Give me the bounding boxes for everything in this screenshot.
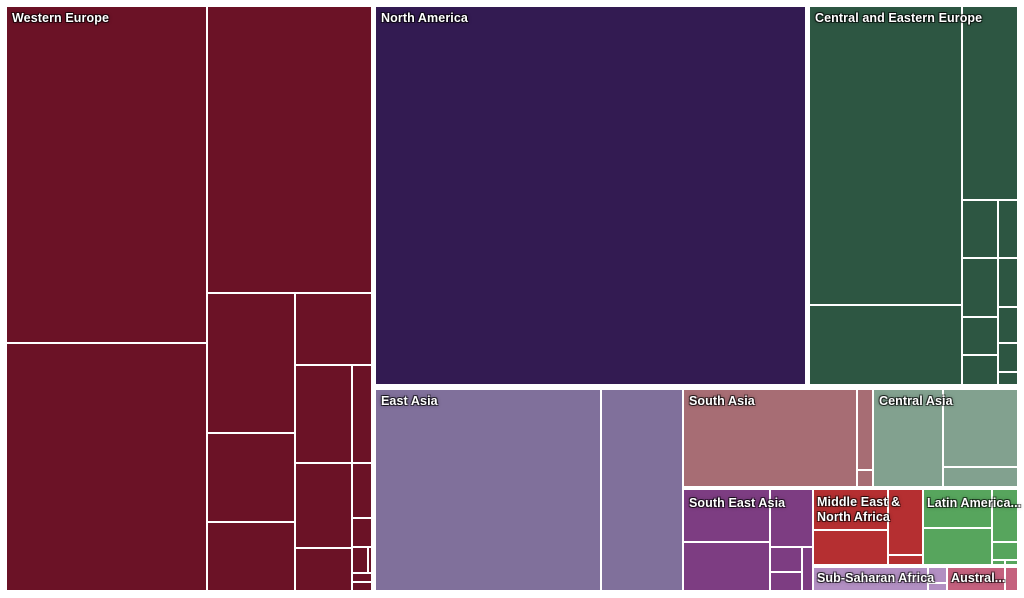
treemap-cell-western-europe-2[interactable]	[208, 7, 371, 292]
treemap-cell-western-europe-7[interactable]	[296, 366, 351, 462]
treemap-cell-central-and-eastern-europe-0[interactable]	[810, 7, 961, 304]
treemap-cell-middle-east-north-africa-1[interactable]	[814, 531, 887, 564]
treemap-cell-central-and-eastern-europe-2[interactable]	[963, 7, 1017, 199]
treemap-cell-western-europe-3[interactable]	[208, 294, 294, 432]
treemap-cell-sub-saharan-africa-2[interactable]	[929, 584, 946, 590]
treemap-cell-latin-america-0[interactable]	[924, 490, 991, 527]
treemap-cell-western-europe-16[interactable]	[353, 583, 371, 590]
treemap-cell-sub-saharan-africa-0[interactable]	[814, 568, 927, 590]
treemap-cell-east-asia-1[interactable]	[602, 390, 682, 590]
treemap-cell-south-east-asia-2[interactable]	[771, 490, 812, 546]
treemap-cell-central-and-eastern-europe-9[interactable]	[963, 356, 997, 384]
treemap-cell-western-europe-10[interactable]	[353, 366, 371, 462]
treemap-cell-east-asia-0[interactable]	[376, 390, 600, 590]
treemap-cell-austral-0[interactable]	[948, 568, 1004, 590]
treemap-cell-western-europe-4[interactable]	[208, 434, 294, 521]
treemap-cell-western-europe-6[interactable]	[296, 294, 371, 364]
treemap-cell-western-europe-12[interactable]	[353, 519, 371, 546]
treemap-cell-central-asia-0[interactable]	[874, 390, 942, 486]
treemap-cell-central-and-eastern-europe-1[interactable]	[810, 306, 961, 384]
treemap-cell-western-europe-13[interactable]	[353, 548, 367, 572]
treemap-cell-central-and-eastern-europe-5[interactable]	[963, 259, 997, 316]
treemap-cell-western-europe-5[interactable]	[208, 523, 294, 590]
treemap-cell-central-and-eastern-europe-4[interactable]	[999, 201, 1017, 257]
treemap-cell-south-east-asia-1[interactable]	[684, 543, 769, 590]
treemap-cell-central-and-eastern-europe-6[interactable]	[999, 259, 1017, 306]
treemap-cell-western-europe-14[interactable]	[369, 548, 371, 572]
treemap-cell-north-america-0[interactable]	[376, 7, 805, 384]
treemap-cell-south-asia-2[interactable]	[858, 471, 872, 486]
treemap-cell-latin-america-1[interactable]	[924, 529, 991, 564]
treemap-cell-south-east-asia-5[interactable]	[803, 548, 812, 590]
treemap-cell-latin-america-3[interactable]	[993, 543, 1017, 559]
treemap-cell-western-europe-8[interactable]	[296, 464, 351, 547]
treemap-cell-austral-1[interactable]	[1006, 568, 1017, 590]
treemap-cell-western-europe-9[interactable]	[296, 549, 351, 590]
treemap-cell-central-and-eastern-europe-7[interactable]	[963, 318, 997, 354]
treemap-cell-latin-america-5[interactable]	[1006, 561, 1017, 564]
treemap-cell-central-and-eastern-europe-8[interactable]	[999, 308, 1017, 342]
treemap-cell-central-and-eastern-europe-3[interactable]	[963, 201, 997, 257]
treemap-cell-middle-east-north-africa-3[interactable]	[889, 556, 922, 564]
treemap-cell-western-europe-0[interactable]	[7, 7, 206, 342]
treemap-cell-south-asia-1[interactable]	[858, 390, 872, 469]
treemap-cell-middle-east-north-africa-0[interactable]	[814, 490, 887, 529]
treemap-cell-middle-east-north-africa-2[interactable]	[889, 490, 922, 554]
treemap-cell-central-and-eastern-europe-11[interactable]	[999, 373, 1017, 384]
treemap-cell-latin-america-4[interactable]	[993, 561, 1004, 564]
treemap-cell-south-east-asia-0[interactable]	[684, 490, 769, 541]
treemap-cell-western-europe-11[interactable]	[353, 464, 371, 517]
treemap-cell-central-asia-1[interactable]	[944, 390, 1017, 466]
treemap-cell-western-europe-15[interactable]	[353, 574, 371, 581]
treemap-cell-central-and-eastern-europe-10[interactable]	[999, 344, 1017, 371]
treemap-cell-central-asia-2[interactable]	[944, 468, 1017, 486]
treemap-cell-sub-saharan-africa-1[interactable]	[929, 568, 946, 582]
treemap-cell-south-east-asia-3[interactable]	[771, 548, 801, 571]
treemap-cell-south-east-asia-4[interactable]	[771, 573, 801, 590]
treemap-cell-western-europe-1[interactable]	[7, 344, 206, 590]
treemap-cell-latin-america-2[interactable]	[993, 490, 1017, 541]
treemap-cell-south-asia-0[interactable]	[684, 390, 856, 486]
